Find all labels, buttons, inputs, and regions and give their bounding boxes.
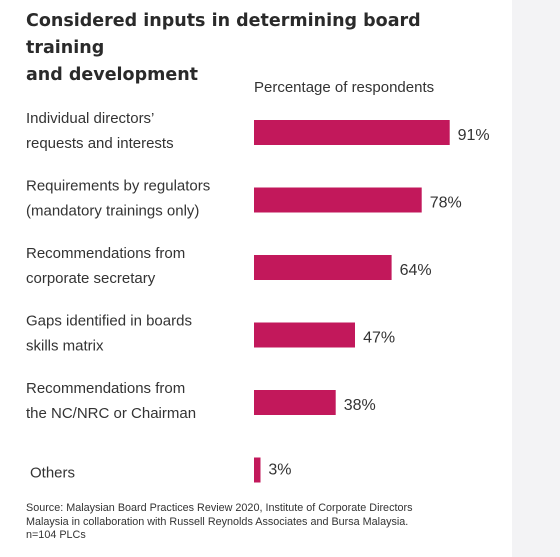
value-label-6: 3%: [268, 462, 291, 479]
chart-title-line2: and development: [26, 65, 199, 85]
source-line-3: n=104 PLCs: [26, 529, 86, 541]
bar-2: [254, 187, 422, 213]
source-line-1: Source: Malaysian Board Practices Review…: [26, 502, 413, 514]
bar-5: [254, 390, 336, 415]
source-line-2: Malaysia in collaboration with Russell R…: [26, 515, 409, 528]
bar-3: [254, 255, 392, 280]
chart-title-line1: Considered inputs in determining board t…: [26, 11, 421, 58]
value-label-1: 91%: [458, 127, 490, 144]
category-label-6: Others: [30, 465, 75, 482]
category-label-4: Gaps identified in boards skills matrix: [26, 313, 192, 355]
chart-title: Considered inputs in determining board t…: [26, 8, 496, 89]
value-label-4: 47%: [363, 330, 395, 347]
bar-1: [254, 120, 450, 145]
value-label-2: 78%: [430, 195, 462, 212]
background-strip: [512, 0, 560, 557]
bar-4: [254, 322, 355, 348]
category-label-5: Recommendations from the NC/NRC or Chairm…: [26, 380, 196, 422]
value-label-5: 38%: [344, 397, 376, 414]
category-label-1: Individual directors’ requests and intere…: [26, 110, 174, 152]
category-label-2: Requirements by regulators (mandatory tra…: [26, 178, 210, 220]
bar-chart: 91% Individual directors’ requests and int…: [26, 110, 490, 483]
chart-subtitle: Percentage of respondents: [254, 79, 435, 96]
source-note: Source: Malaysian Board Practices Review…: [26, 502, 504, 543]
category-label-3: Recommendations from corporate secretary: [26, 245, 185, 287]
bar-6: [254, 457, 261, 483]
value-label-3: 64%: [400, 262, 432, 279]
